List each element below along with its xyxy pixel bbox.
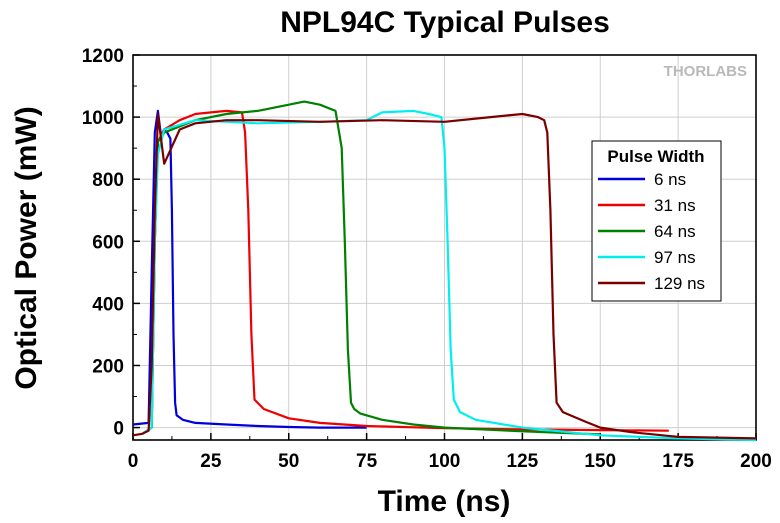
x-tick-label: 25 xyxy=(200,451,222,472)
x-tick-label: 50 xyxy=(278,451,299,472)
x-tick-label: 125 xyxy=(507,451,539,472)
x-tick-label: 0 xyxy=(128,451,139,472)
legend-label: 64 ns xyxy=(654,222,696,241)
y-tick-label: 400 xyxy=(92,294,124,315)
y-tick-label: 600 xyxy=(92,232,124,253)
legend-title: Pulse Width xyxy=(607,147,704,166)
legend-label: 129 ns xyxy=(654,274,705,293)
legend-label: 6 ns xyxy=(654,170,686,189)
y-axis-title: Optical Power (mW) xyxy=(10,106,43,389)
x-tick-label: 175 xyxy=(662,451,694,472)
y-tick-label: 800 xyxy=(92,170,124,191)
x-tick-label: 150 xyxy=(584,451,616,472)
y-tick-label: 200 xyxy=(92,356,124,377)
axis-ticks: 0 25 50 75 100 125 150 175 200 0 200 400 600 800 1000 1… xyxy=(82,46,772,472)
x-axis-title: Time (ns) xyxy=(378,485,511,518)
series-line-129-ns xyxy=(132,112,757,440)
y-tick-label: 0 xyxy=(113,419,124,440)
series-line-31-ns xyxy=(141,109,669,435)
legend-label: 97 ns xyxy=(654,248,696,267)
legend-label: 31 ns xyxy=(654,196,696,215)
legend-box xyxy=(591,140,722,302)
legend: Pulse Width 6 ns 31 ns 64 ns 97 ns 129 ns xyxy=(591,140,722,302)
chart-title: NPL94C Typical Pulses xyxy=(280,6,610,39)
series-lines xyxy=(132,100,757,442)
series-line-6-ns xyxy=(132,109,367,429)
series-line-97-ns xyxy=(141,109,757,442)
y-tick-label: 1000 xyxy=(82,108,124,129)
x-tick-label: 100 xyxy=(429,451,461,472)
x-tick-label: 75 xyxy=(356,451,378,472)
watermark: THORLABS xyxy=(664,63,747,80)
x-tick-label: 200 xyxy=(740,451,772,472)
y-tick-label: 1200 xyxy=(82,46,124,67)
